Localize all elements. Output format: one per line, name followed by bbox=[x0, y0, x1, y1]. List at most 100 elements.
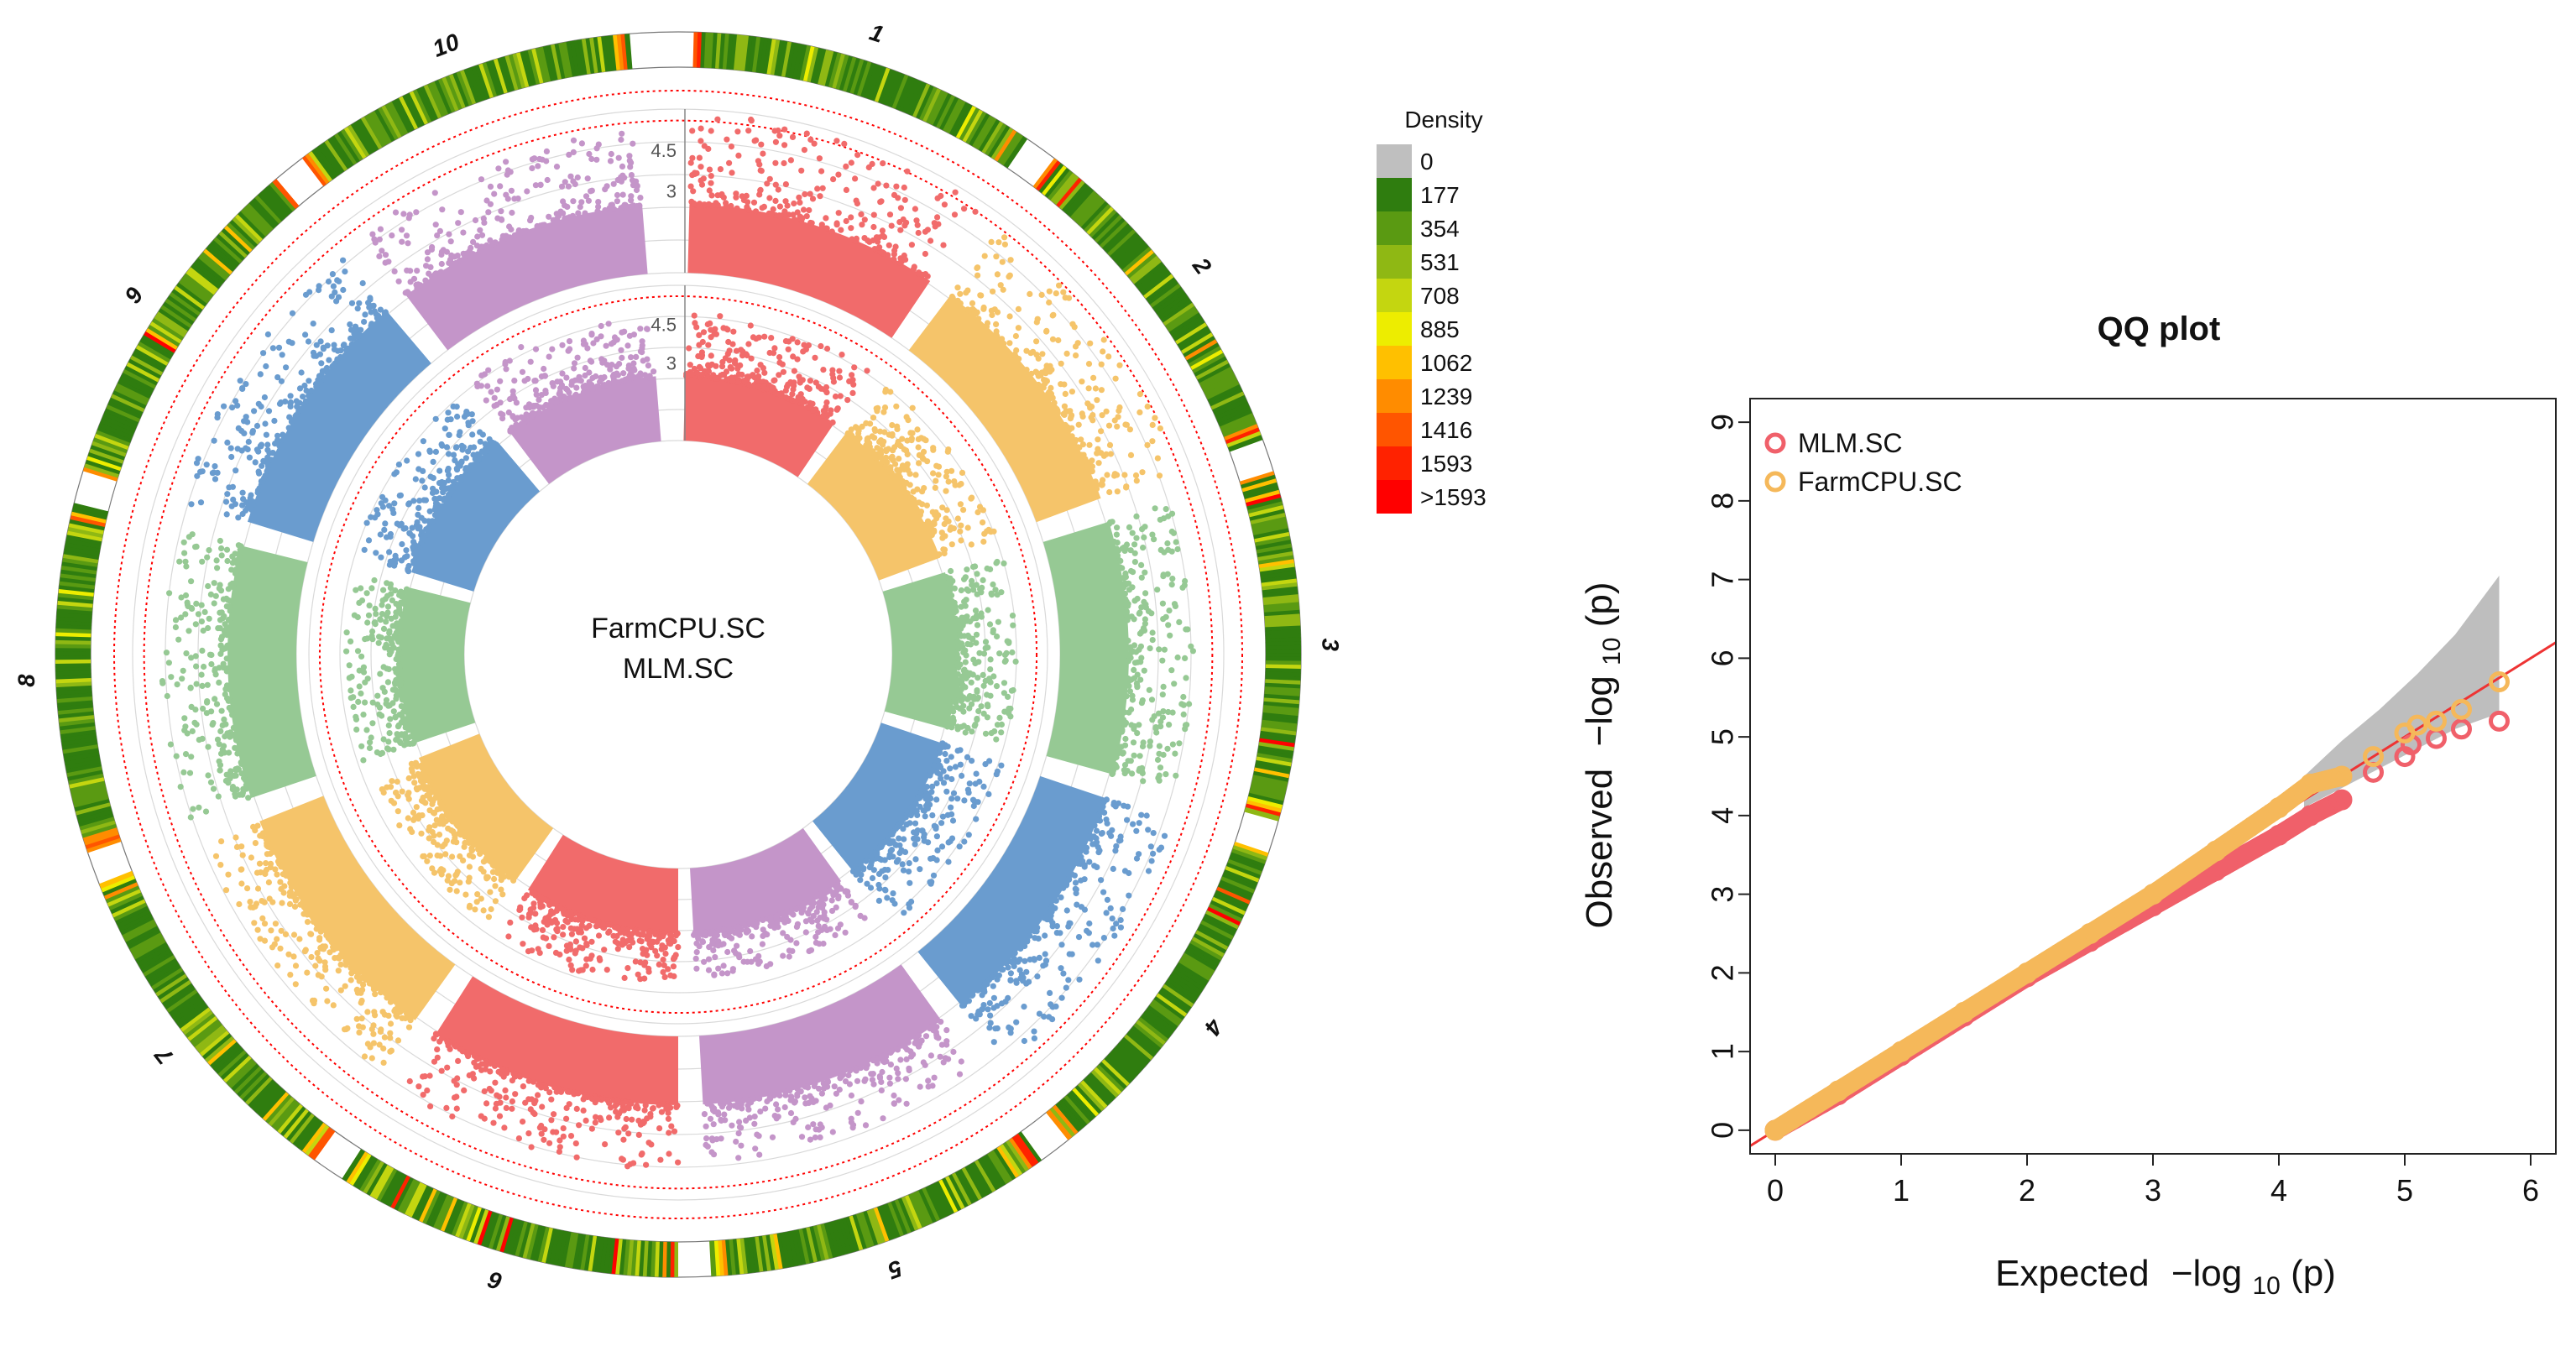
snp-point bbox=[1121, 709, 1128, 716]
snp-point bbox=[185, 603, 191, 610]
snp-point bbox=[299, 899, 306, 905]
snp-point bbox=[528, 214, 535, 222]
snp-point bbox=[483, 1100, 490, 1107]
snp-point bbox=[931, 822, 938, 829]
snp-point bbox=[943, 488, 949, 494]
snp-point bbox=[960, 702, 967, 709]
density-segment bbox=[61, 561, 98, 571]
density-segment bbox=[1201, 916, 1236, 937]
snp-point bbox=[203, 462, 210, 468]
density-segment bbox=[728, 1239, 736, 1276]
density-segment bbox=[1214, 398, 1248, 418]
density-segment bbox=[815, 1224, 829, 1260]
snp-point bbox=[610, 180, 617, 187]
snp-point bbox=[858, 211, 865, 217]
density-segment bbox=[981, 121, 1005, 154]
snp-point bbox=[998, 966, 1005, 973]
snp-point bbox=[969, 563, 977, 571]
density-segment bbox=[1070, 190, 1098, 221]
snp-point bbox=[875, 180, 881, 187]
snp-point bbox=[1113, 843, 1120, 850]
snp-point bbox=[1113, 549, 1121, 556]
snp-point bbox=[1005, 693, 1011, 701]
density-segment bbox=[879, 1204, 897, 1240]
snp-point bbox=[698, 349, 706, 356]
snp-point bbox=[353, 1015, 360, 1022]
snp-point bbox=[760, 916, 766, 923]
snp-point bbox=[200, 705, 206, 712]
density-segment bbox=[442, 76, 460, 112]
snp-point bbox=[206, 651, 214, 658]
snp-point bbox=[422, 277, 429, 284]
points-dense-band bbox=[699, 964, 942, 1105]
snp-point bbox=[209, 470, 216, 477]
snp-point bbox=[807, 947, 815, 953]
snp-point bbox=[705, 967, 713, 973]
snp-point bbox=[520, 1119, 526, 1125]
snp-point bbox=[216, 665, 222, 671]
snp-point bbox=[807, 905, 813, 913]
density-segment bbox=[556, 1230, 568, 1266]
snp-point bbox=[368, 322, 374, 329]
snp-point bbox=[595, 203, 602, 210]
snp-point bbox=[935, 512, 942, 519]
snp-point bbox=[923, 802, 930, 809]
snp-point bbox=[784, 202, 791, 209]
snp-point bbox=[204, 554, 211, 561]
snp-point bbox=[588, 1125, 596, 1132]
snp-point bbox=[709, 1137, 716, 1144]
snp-point bbox=[414, 268, 421, 274]
snp-point bbox=[896, 1097, 902, 1103]
snp-point bbox=[492, 1079, 499, 1086]
density-segment bbox=[1251, 516, 1287, 530]
snp-point bbox=[1118, 743, 1125, 750]
snp-point bbox=[1072, 439, 1079, 446]
density-segment bbox=[61, 739, 98, 750]
snp-point bbox=[1119, 545, 1126, 552]
snp-point bbox=[698, 353, 705, 361]
snp-point bbox=[210, 720, 217, 727]
snp-point bbox=[933, 796, 940, 803]
snp-point bbox=[232, 793, 239, 800]
snp-point bbox=[885, 446, 892, 452]
snp-point bbox=[503, 159, 509, 165]
snp-point bbox=[969, 758, 975, 764]
snp-point bbox=[993, 736, 1000, 743]
snp-point bbox=[173, 753, 180, 759]
snp-point bbox=[1038, 369, 1045, 376]
density-segment bbox=[233, 1065, 262, 1094]
snp-point bbox=[790, 211, 797, 218]
snp-point bbox=[287, 403, 294, 410]
snp-point bbox=[940, 780, 948, 786]
density-segment bbox=[912, 83, 932, 118]
snp-point bbox=[1138, 604, 1145, 611]
snp-point bbox=[325, 934, 332, 941]
snp-point bbox=[915, 444, 922, 451]
snp-point bbox=[556, 1148, 563, 1155]
snp-point bbox=[1136, 753, 1143, 759]
density-segment bbox=[301, 154, 327, 187]
snp-point bbox=[776, 203, 784, 210]
snp-point bbox=[454, 253, 461, 259]
density-segment bbox=[891, 74, 910, 110]
snp-point bbox=[222, 887, 230, 894]
snp-point bbox=[935, 472, 942, 478]
snp-point bbox=[621, 201, 628, 208]
snp-point bbox=[1020, 941, 1027, 947]
snp-point bbox=[888, 838, 895, 845]
snp-point bbox=[1106, 488, 1113, 496]
snp-point bbox=[1123, 693, 1130, 700]
snp-point bbox=[740, 196, 748, 204]
density-segment bbox=[156, 310, 189, 335]
snp-point bbox=[1144, 403, 1151, 410]
snp-point bbox=[1160, 751, 1167, 759]
density-segment bbox=[68, 772, 104, 785]
snp-point bbox=[452, 260, 459, 267]
snp-point bbox=[261, 394, 268, 401]
snp-point bbox=[972, 208, 979, 215]
snp-point bbox=[757, 362, 764, 368]
snp-point bbox=[248, 854, 254, 861]
snp-point bbox=[460, 229, 467, 236]
snp-point bbox=[892, 461, 899, 467]
snp-point bbox=[618, 136, 624, 143]
